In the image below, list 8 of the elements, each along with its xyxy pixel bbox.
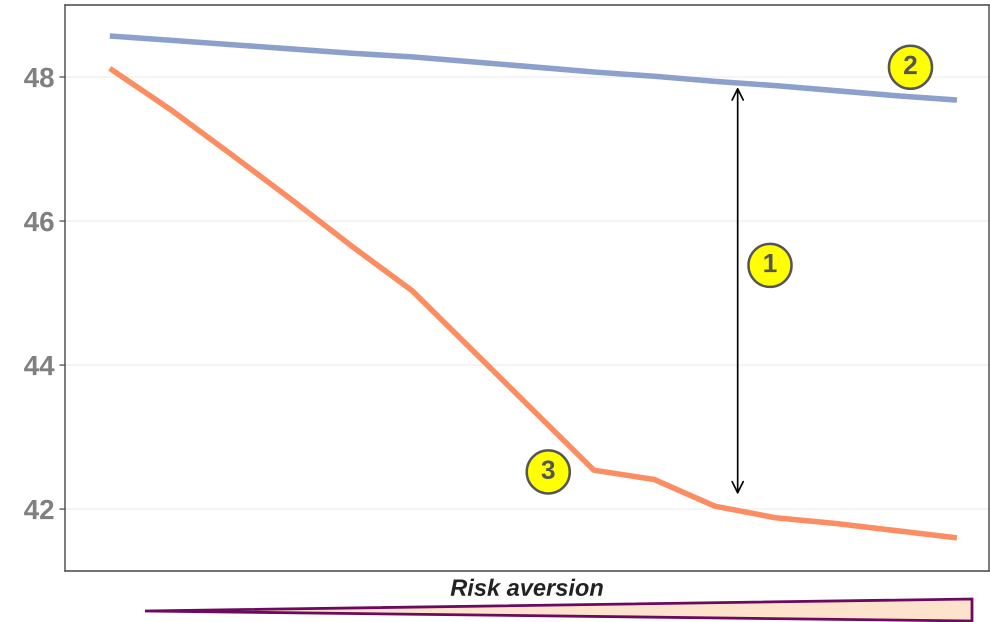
x-axis-title: Risk aversion: [450, 578, 603, 596]
annotation: 2: [904, 56, 917, 74]
annotation: 3: [542, 460, 555, 480]
y-tick-label: 44: [24, 356, 54, 376]
y-tick-label: 42: [24, 500, 54, 520]
y-tick-label: 48: [24, 68, 54, 88]
y-tick-label: 46: [24, 212, 54, 232]
annotation: 1: [764, 254, 777, 272]
